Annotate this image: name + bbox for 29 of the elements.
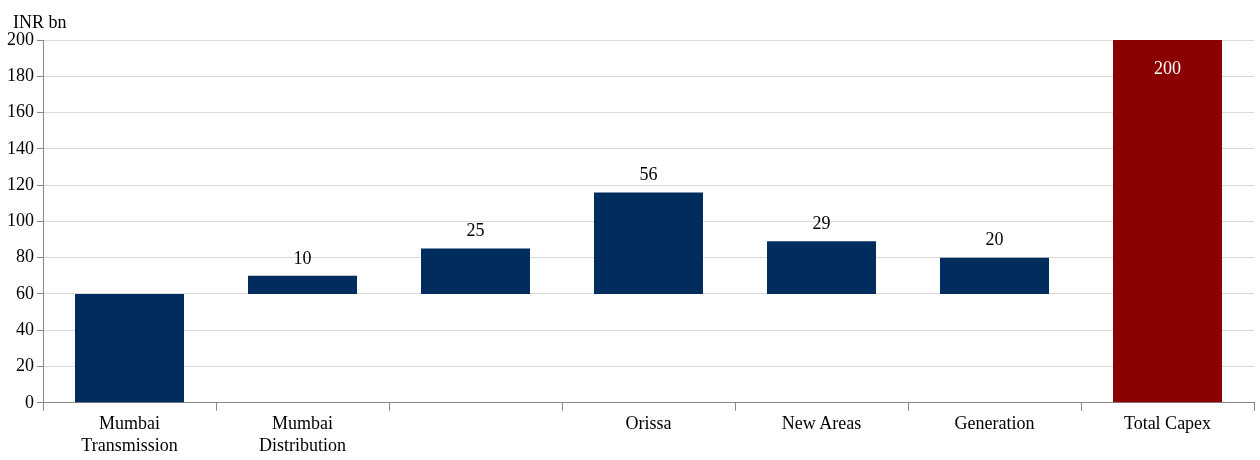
data-label: 29	[812, 213, 831, 234]
y-tick-label: 20	[16, 355, 34, 376]
bar	[421, 248, 530, 294]
x-tick-label: Total Capex	[1123, 413, 1212, 434]
x-tick-label: New Areas	[781, 413, 862, 434]
data-label: 56	[639, 164, 658, 185]
x-tick-label: Mumbai Transmission	[81, 413, 178, 455]
y-tick-label: 100	[7, 210, 34, 231]
data-label: 20	[985, 229, 1004, 250]
x-tick-label: Orissa	[625, 413, 672, 434]
y-tick-label: 60	[16, 282, 34, 303]
data-label: 10	[293, 247, 312, 268]
bar	[75, 293, 184, 403]
x-tick-label: Mumbai Distribution	[258, 413, 347, 455]
y-tick-label: 140	[7, 137, 34, 158]
y-tick-label: 0	[25, 391, 34, 412]
bar	[248, 275, 357, 294]
y-tick-label: 40	[16, 318, 34, 339]
bar	[594, 192, 703, 294]
y-tick-label: 80	[16, 246, 34, 267]
data-label: 25	[466, 220, 485, 241]
bar	[1113, 40, 1222, 403]
bar	[767, 241, 876, 294]
y-tick-label: 120	[7, 173, 34, 194]
y-tick-label: 160	[7, 101, 34, 122]
bar	[940, 257, 1049, 294]
x-tick-label: Generation	[954, 413, 1035, 434]
data-label: 200	[1154, 57, 1181, 78]
y-tick-label: 180	[7, 65, 34, 86]
